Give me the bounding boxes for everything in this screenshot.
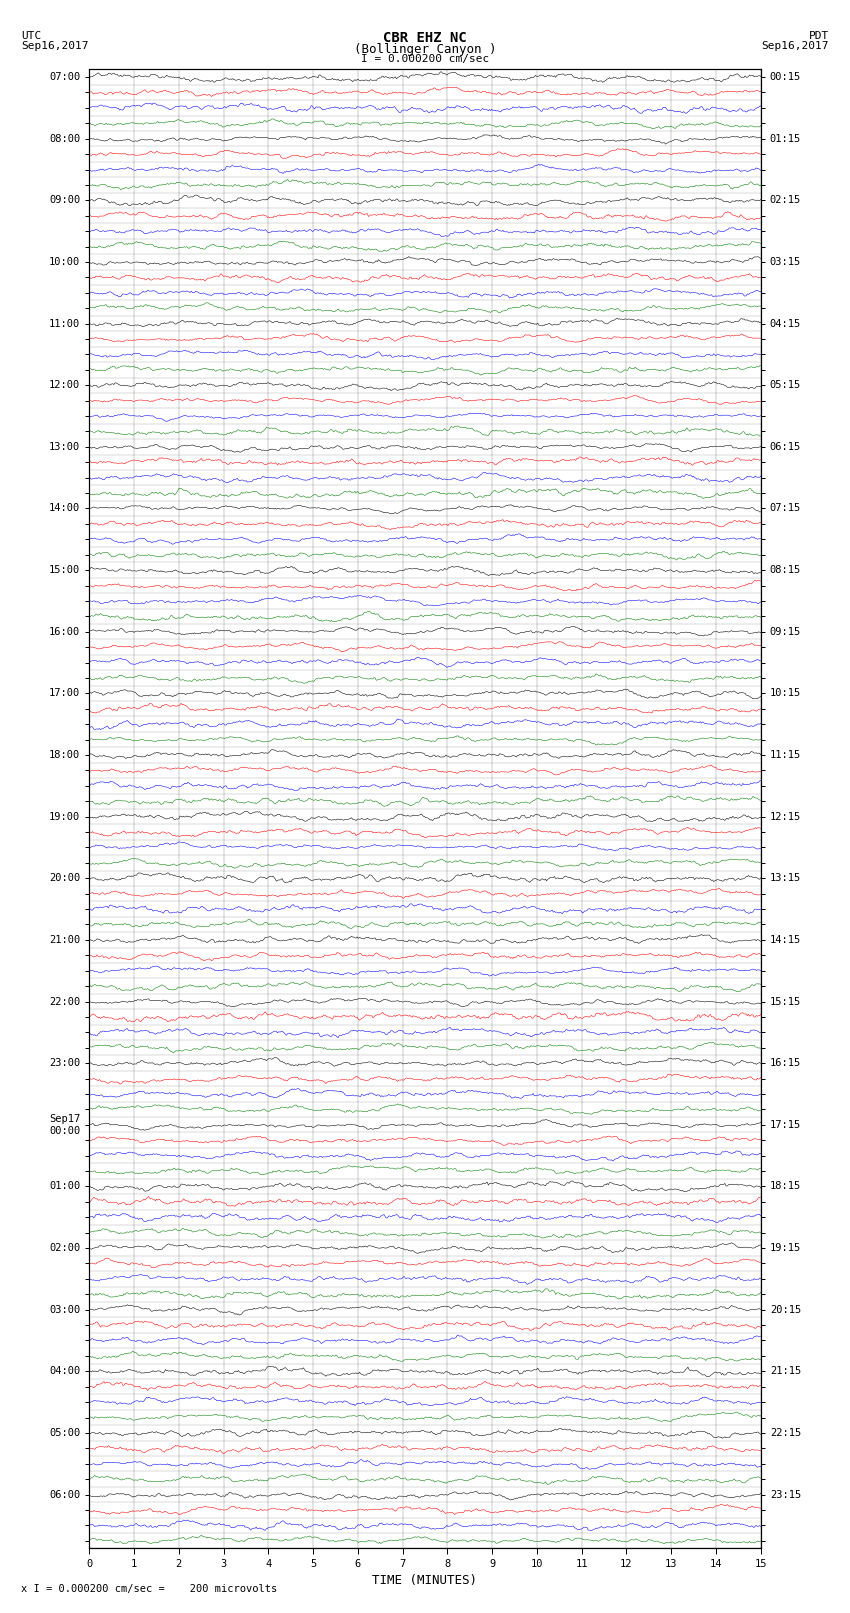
Text: UTC: UTC [21,31,42,42]
X-axis label: TIME (MINUTES): TIME (MINUTES) [372,1574,478,1587]
Text: x I = 0.000200 cm/sec =    200 microvolts: x I = 0.000200 cm/sec = 200 microvolts [21,1584,277,1594]
Text: I = 0.000200 cm/sec: I = 0.000200 cm/sec [361,53,489,65]
Text: PDT: PDT [808,31,829,42]
Text: Sep16,2017: Sep16,2017 [762,40,829,52]
Text: CBR EHZ NC: CBR EHZ NC [383,31,467,45]
Text: (Bollinger Canyon ): (Bollinger Canyon ) [354,44,496,56]
Text: Sep16,2017: Sep16,2017 [21,40,88,52]
